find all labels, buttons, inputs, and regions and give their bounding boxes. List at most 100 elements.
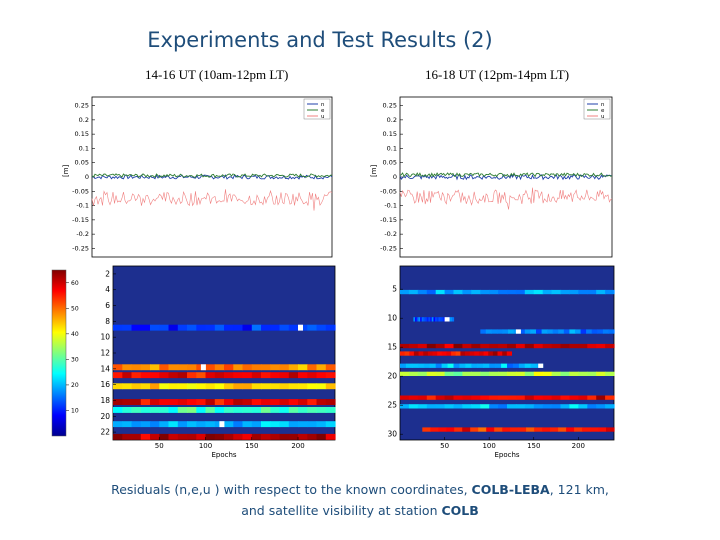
visibility-band-segment — [205, 364, 216, 371]
visibility-band-segment — [288, 399, 299, 405]
visibility-band-segment — [469, 351, 475, 356]
visibility-band-segment — [441, 363, 449, 368]
series-line-n — [399, 173, 613, 181]
visibility-band-segment — [205, 421, 216, 428]
visibility-gap — [515, 329, 521, 334]
y-tick-label: 0.05 — [383, 159, 397, 167]
visibility-band-segment — [159, 421, 170, 428]
visibility-band-segment — [233, 433, 244, 440]
visibility-band-segment — [486, 427, 495, 432]
visibility-band-segment — [478, 351, 485, 356]
visibility-band-segment — [431, 317, 435, 322]
x-axis-label: Epochs — [494, 451, 519, 459]
visibility-band-segment — [507, 395, 517, 400]
visibility-band-segment — [205, 399, 216, 405]
visibility-band-segment — [400, 363, 407, 368]
visibility-band-segment — [498, 289, 508, 295]
visibility-band-segment — [242, 364, 253, 371]
visibility-band-segment — [462, 343, 472, 349]
visibility-band-segment — [187, 421, 197, 428]
visibility-band-segment — [307, 372, 318, 379]
visibility-band-segment — [569, 371, 579, 376]
legend-label-e: e — [601, 108, 605, 114]
visibility-band-segment — [498, 371, 508, 376]
visibility-band-segment — [454, 427, 463, 432]
visibility-band-segment — [159, 324, 170, 331]
y-axis-label: [m] — [62, 164, 70, 177]
visibility-band-segment — [435, 371, 446, 376]
visibility-band-segment — [480, 289, 490, 295]
visibility-band-segment — [497, 329, 504, 334]
caption-line-1-text: Residuals (n,e,u ) with respect to the k… — [111, 482, 472, 497]
visibility-band-segment — [224, 433, 234, 440]
visibility-band-segment — [485, 329, 492, 334]
visibility-band-segment — [512, 363, 520, 368]
visibility-band-segment — [507, 343, 517, 349]
visibility-band-segment — [205, 383, 216, 390]
visibility-band-segment — [435, 395, 446, 400]
visibility-band-segment — [196, 421, 207, 428]
visibility-band-segment — [404, 351, 410, 356]
x-tick-label: 100 — [482, 442, 495, 450]
visibility-band-segment — [465, 363, 472, 368]
visibility-band-segment — [491, 329, 498, 334]
visibility-band-segment — [288, 421, 299, 428]
colorbar-tick-label: 50 — [71, 305, 79, 312]
visibility-band-segment — [471, 395, 481, 400]
visibility-band-segment — [608, 329, 615, 334]
y-tick-label: 10 — [387, 314, 397, 323]
y-tick-label: -0.15 — [380, 216, 397, 224]
visibility-band-segment — [453, 343, 463, 349]
visibility-gap — [298, 324, 303, 331]
visibility-band-segment — [150, 364, 160, 371]
visibility-band-segment — [316, 433, 327, 440]
visibility-band-segment — [400, 404, 410, 409]
visibility-band-segment — [187, 364, 197, 371]
visibility-band-segment — [510, 427, 519, 432]
y-tick-label: 22 — [100, 428, 110, 437]
y-tick-label: 0.1 — [387, 144, 397, 152]
visibility-band-segment — [270, 407, 281, 413]
visibility-band-segment — [196, 407, 207, 413]
visibility-band-segment — [602, 329, 610, 334]
slide-title: Experiments and Test Results (2) — [147, 28, 493, 52]
visibility-band-segment — [416, 317, 419, 322]
visibility-band-segment — [417, 371, 428, 376]
visibility-band-segment — [242, 372, 253, 379]
visibility-band-segment — [596, 395, 606, 400]
visibility-band-segment — [420, 317, 423, 322]
visibility-band-segment — [242, 324, 253, 331]
visibility-band-segment — [560, 289, 570, 295]
visibility-band-segment — [533, 395, 544, 400]
visibility-band-segment — [552, 329, 559, 334]
visibility-band-segment — [177, 372, 188, 379]
visibility-band-segment — [150, 407, 160, 413]
visibility-band-segment — [426, 371, 437, 376]
visibility-band-segment — [566, 427, 575, 432]
series-line-e — [91, 173, 333, 179]
visibility-band-segment — [233, 372, 244, 379]
visibility-band-segment — [279, 372, 290, 379]
visibility-band-segment — [298, 433, 308, 440]
visibility-band-segment — [233, 364, 244, 371]
y-tick-label: -0.1 — [384, 202, 397, 210]
visibility-band-segment — [489, 404, 499, 409]
visibility-band-segment — [480, 343, 490, 349]
visibility-band-segment — [159, 364, 170, 371]
visibility-band-segment — [224, 407, 234, 413]
visibility-band-segment — [438, 317, 441, 322]
visibility-band-segment — [524, 404, 535, 409]
visibility-band-segment — [316, 364, 327, 371]
visibility-band-segment — [605, 371, 615, 376]
visibility-band-segment — [307, 399, 318, 405]
visibility-band-segment — [518, 363, 526, 368]
y-tick-label: -0.2 — [384, 230, 397, 238]
visibility-band-segment — [400, 371, 410, 376]
visibility-band-segment — [177, 383, 188, 390]
visibility-band-segment — [159, 399, 170, 405]
visibility-band-segment — [214, 407, 225, 413]
y-tick-label: -0.15 — [72, 216, 89, 224]
y-tick-label: 6 — [105, 301, 110, 310]
visibility-band-segment — [507, 363, 514, 368]
y-tick-label: 8 — [105, 317, 110, 326]
